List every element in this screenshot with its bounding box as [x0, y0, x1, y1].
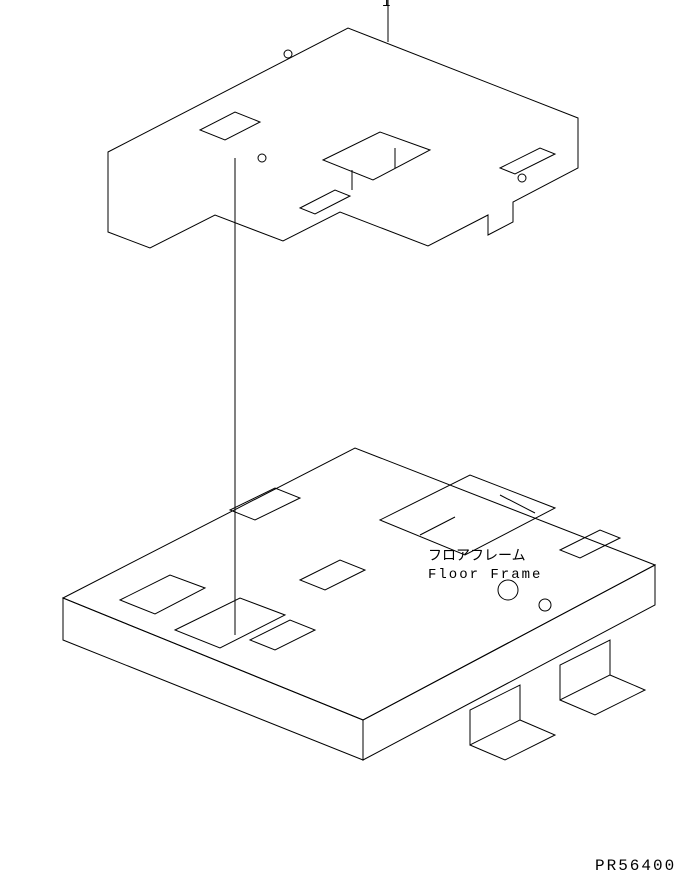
floor-frame: [63, 448, 655, 760]
top-mat-piece: [108, 28, 578, 248]
part-code: PR56400: [595, 857, 676, 875]
parts-diagram: 1 フロアフレーム Floor Frame PR56400: [0, 0, 691, 886]
callout-number: 1: [382, 0, 390, 11]
label-jp: フロアフレーム: [428, 549, 526, 565]
label-en: Floor Frame: [428, 567, 542, 583]
